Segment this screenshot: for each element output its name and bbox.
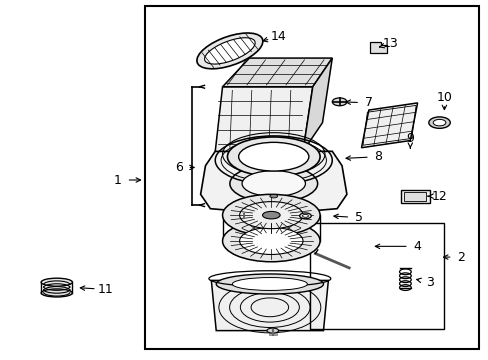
Ellipse shape bbox=[216, 274, 323, 294]
Ellipse shape bbox=[432, 120, 445, 126]
Polygon shape bbox=[200, 151, 346, 214]
Text: 3: 3 bbox=[425, 276, 433, 289]
Ellipse shape bbox=[299, 213, 311, 219]
Polygon shape bbox=[215, 87, 312, 151]
Polygon shape bbox=[361, 103, 417, 148]
Ellipse shape bbox=[242, 171, 305, 197]
Ellipse shape bbox=[266, 328, 278, 333]
Text: 10: 10 bbox=[436, 91, 451, 104]
Polygon shape bbox=[222, 58, 331, 87]
Ellipse shape bbox=[232, 278, 307, 291]
Text: 13: 13 bbox=[382, 37, 398, 50]
Text: 9: 9 bbox=[406, 132, 413, 145]
Text: 14: 14 bbox=[270, 30, 286, 43]
Ellipse shape bbox=[302, 215, 308, 217]
Ellipse shape bbox=[240, 213, 252, 219]
Ellipse shape bbox=[222, 194, 320, 236]
Text: 4: 4 bbox=[413, 240, 421, 253]
Ellipse shape bbox=[428, 117, 449, 129]
Polygon shape bbox=[369, 42, 386, 53]
Ellipse shape bbox=[227, 137, 320, 176]
Bar bbox=[310, 223, 444, 329]
Ellipse shape bbox=[269, 194, 277, 198]
Ellipse shape bbox=[262, 211, 280, 219]
Ellipse shape bbox=[222, 220, 320, 262]
Ellipse shape bbox=[331, 98, 346, 106]
Ellipse shape bbox=[229, 165, 317, 202]
Text: 5: 5 bbox=[354, 211, 363, 224]
Text: 12: 12 bbox=[431, 190, 447, 203]
Ellipse shape bbox=[239, 202, 303, 229]
Polygon shape bbox=[211, 280, 328, 330]
Ellipse shape bbox=[238, 142, 308, 171]
Ellipse shape bbox=[239, 228, 303, 255]
Ellipse shape bbox=[41, 278, 72, 286]
Text: 2: 2 bbox=[457, 251, 465, 264]
Bar bbox=[400, 190, 429, 203]
Text: 6: 6 bbox=[174, 161, 182, 174]
Polygon shape bbox=[303, 58, 331, 151]
Ellipse shape bbox=[204, 38, 255, 64]
Ellipse shape bbox=[197, 33, 263, 69]
Text: 8: 8 bbox=[374, 150, 382, 163]
Ellipse shape bbox=[41, 289, 72, 297]
Bar bbox=[404, 192, 425, 201]
Bar bbox=[144, 6, 478, 348]
Text: 1: 1 bbox=[114, 174, 122, 186]
Text: 11: 11 bbox=[98, 283, 113, 296]
Text: 7: 7 bbox=[364, 96, 372, 109]
